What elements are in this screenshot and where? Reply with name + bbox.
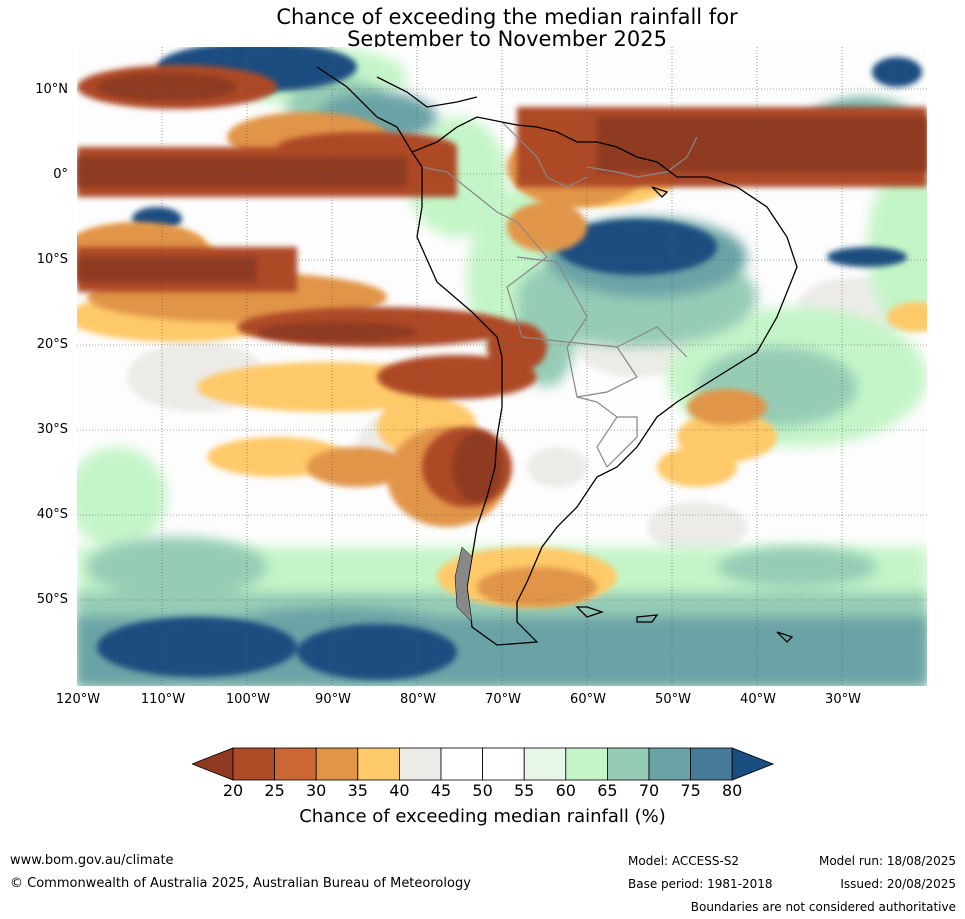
colorbar-tick-label: 80 — [722, 781, 743, 800]
colorbar-cell — [232, 747, 275, 781]
colorbar-tick-label: 20 — [222, 781, 244, 800]
colorbar-tick-label: 30 — [306, 781, 327, 800]
lon-label-30w: 30°W — [825, 692, 861, 707]
colorbar-tick-label: 70 — [638, 781, 660, 800]
south-america-coastline — [316, 66, 798, 646]
model-run-text: Model run: 18/08/2025 — [818, 854, 956, 868]
colorbar-cell — [606, 747, 650, 781]
lon-label-70w: 70°W — [485, 692, 521, 707]
lat-label-0: 0° — [53, 167, 68, 182]
map-gridlines — [77, 47, 927, 686]
base-period-text: Base period: 1981-2018 — [628, 877, 773, 891]
copyright-text: © Commonwealth of Australia 2025, Austra… — [10, 876, 471, 891]
lon-label-90w: 90°W — [315, 692, 351, 707]
rainfall-probability-map — [77, 47, 927, 686]
colorbar-cell — [690, 747, 733, 781]
probability-fields — [77, 47, 927, 686]
colorbar-extend-low — [192, 747, 234, 781]
lon-label-50w: 50°W — [655, 692, 691, 707]
lon-label-60w: 60°W — [570, 692, 606, 707]
lat-label-50s: 50°S — [36, 592, 68, 607]
colorbar-tick-label: 25 — [264, 781, 285, 800]
lon-label-80w: 80°W — [400, 692, 436, 707]
model-text: Model: ACCESS-S2 — [628, 854, 740, 868]
map-title-line-2: September to November 2025 — [347, 27, 667, 51]
colorbar-cell — [523, 747, 567, 781]
lon-label-40w: 40°W — [740, 692, 776, 707]
colorbar-tick-label: 40 — [389, 781, 410, 800]
colorbar-cell — [648, 747, 691, 781]
colorbar-cell — [315, 747, 359, 781]
lat-label-20s: 20°S — [36, 337, 68, 352]
fjord-coast-detail — [454, 546, 473, 623]
colorbar-cell — [565, 747, 608, 781]
lat-label-30s: 30°S — [36, 422, 68, 437]
lat-label-10s: 10°S — [36, 252, 68, 267]
disclaimer-text: Boundaries are not considered authoritat… — [690, 900, 956, 914]
colorbar-cell — [440, 747, 483, 781]
colorbar-tick-label: 55 — [514, 781, 535, 800]
colorbar-tick-label: 45 — [430, 781, 452, 800]
colorbar — [192, 747, 774, 781]
colorbar-cell — [357, 747, 400, 781]
colorbar-label: Chance of exceeding median rainfall (%) — [299, 806, 666, 827]
colorbar-tick-label: 60 — [555, 781, 576, 800]
lon-label-120w: 120°W — [55, 692, 101, 707]
colorbar-cell — [398, 747, 442, 781]
website-link[interactable]: www.bom.gov.au/climate — [10, 853, 174, 868]
lat-label-10n: 10°N — [35, 82, 68, 97]
colorbar-tick-label: 75 — [680, 781, 701, 800]
map-title-line-1: Chance of exceeding the median rainfall … — [276, 5, 738, 29]
colorbar-cell — [482, 747, 525, 781]
country-borders — [421, 121, 698, 468]
colorbar-extend-high — [731, 747, 774, 781]
colorbar-tick-label: 50 — [472, 781, 493, 800]
lon-label-110w: 110°W — [140, 692, 186, 707]
lon-label-100w: 100°W — [225, 692, 271, 707]
colorbar-cell — [274, 747, 317, 781]
lat-label-40s: 40°S — [36, 507, 68, 522]
issued-text: Issued: 20/08/2025 — [840, 877, 956, 891]
colorbar-tick-label: 35 — [347, 781, 368, 800]
colorbar-tick-label: 65 — [597, 781, 618, 800]
